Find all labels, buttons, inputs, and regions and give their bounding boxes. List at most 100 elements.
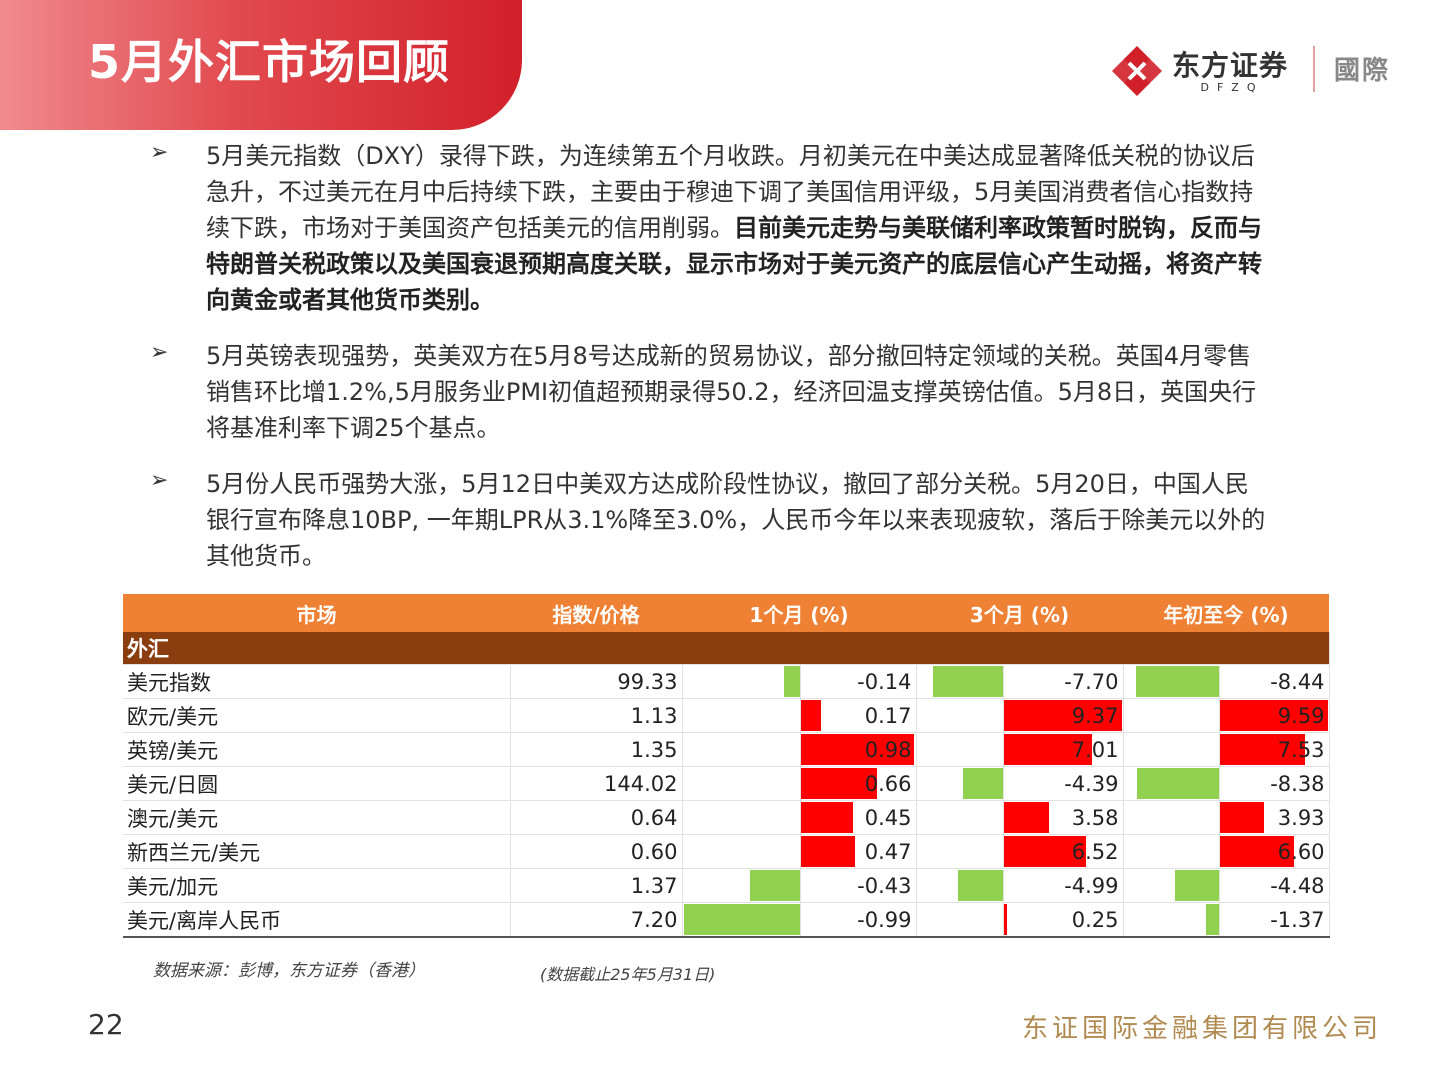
bullet-text: 5月英镑表现强势，英美双方在5月8号达成新的贸易协议，部分撤回特定领域的关税。英… [206,342,1257,442]
pct-value: 6.60 [1277,839,1325,864]
neg-bar-cell [916,834,1004,869]
col-header-market: 市场 [123,594,510,632]
pos-bar-cell: 6.52 [1003,834,1124,869]
pct-value: 0.98 [864,737,912,762]
negative-bar [1136,768,1219,799]
bullet-text: 5月美元指数（DXY）录得下跌，为连续第五个月收跌。月初美元在中美达成显著降低关… [206,142,1255,242]
positive-bar [1003,836,1086,867]
company-logo: 东方证券 DFZQ 國際 [1110,40,1400,100]
arrow-bullet-icon: ➢ [150,468,169,493]
fx-table: 市场 指数/价格 1个月 (%) 3个月 (%) 年初至今 (%) 外汇 美元指… [123,594,1330,938]
pos-bar-cell: 0.47 [800,834,917,869]
negative-bar [783,666,799,697]
table-row: 美元/加元 1.37 -0.43 -4.99 -4.48 [123,868,1330,903]
pos-bar-cell: 0.45 [800,800,917,835]
page-title: 5月外汇市场回顾 [88,35,451,89]
pos-bar-cell: 0.98 [800,732,917,767]
logo-name-en: DFZQ [1200,81,1264,94]
neg-bar-cell [682,698,801,733]
neg-bar-cell [916,698,1004,733]
pct-value: 3.93 [1277,805,1325,830]
pos-bar-cell: 6.60 [1219,834,1330,869]
negative-bar [962,768,1003,799]
table-row: 新西兰元/美元 0.60 0.47 6.52 6.60 [123,834,1330,869]
pct-value: -0.14 [857,669,912,694]
positive-bar [1003,700,1122,731]
price-value: 0.64 [510,800,683,835]
data-source: 数据来源：彭博，东方证券（香港） [153,961,425,981]
pct-value: -8.44 [1270,669,1325,694]
neg-bar-cell [682,664,801,699]
table-row: 美元/日圆 144.02 0.66 -4.39 -8.38 [123,766,1330,801]
logo-intl: 國際 [1334,56,1391,86]
pct-value: -4.39 [1064,771,1119,796]
negative-bar [1135,666,1219,697]
bullet-text: 5月份人民币强势大涨，5月12日中美双方达成阶段性协议，撤回了部分关税。5月20… [206,470,1266,570]
table-header: 市场 指数/价格 1个月 (%) 3个月 (%) 年初至今 (%) [123,594,1330,632]
pos-bar-cell: -1.37 [1219,902,1330,938]
page-number: 22 [88,1008,124,1041]
pos-bar-cell: 0.25 [1003,902,1124,938]
pct-value: 6.52 [1071,839,1119,864]
arrow-bullet-icon: ➢ [150,140,169,165]
market-name: 美元/日圆 [123,766,511,801]
pos-bar-cell: -4.48 [1219,868,1330,903]
table-row: 美元/离岸人民币 7.20 -0.99 0.25 -1.37 [123,902,1330,938]
pct-value: -1.37 [1270,907,1325,932]
neg-bar-cell [682,868,801,903]
pct-value: 7.53 [1277,737,1325,762]
market-name: 澳元/美元 [123,800,511,835]
pct-value: -8.38 [1270,771,1325,796]
neg-bar-cell [682,766,801,801]
arrow-bullet-icon: ➢ [150,340,169,365]
market-name: 美元/加元 [123,868,511,903]
positive-bar [1219,700,1328,731]
bullet-list: ➢ 5月美元指数（DXY）录得下跌，为连续第五个月收跌。月初美元在中美达成显著降… [150,138,1270,594]
pos-bar-cell: 0.17 [800,698,917,733]
negative-bar [1205,904,1219,935]
negative-bar [749,870,799,901]
neg-bar-cell [916,868,1004,903]
section-row: 外汇 [123,632,1330,665]
table-row: 英镑/美元 1.35 0.98 7.01 7.53 [123,732,1330,767]
positive-bar [1003,904,1007,935]
price-value: 144.02 [510,766,683,801]
price-value: 1.35 [510,732,683,767]
pct-value: 9.37 [1071,703,1119,728]
neg-bar-cell [682,732,801,767]
positive-bar [800,836,855,867]
pos-bar-cell: -4.39 [1003,766,1124,801]
bullet-item: ➢ 5月美元指数（DXY）录得下跌，为连续第五个月收跌。月初美元在中美达成显著降… [150,138,1270,318]
neg-bar-cell [682,800,801,835]
pos-bar-cell: -4.99 [1003,868,1124,903]
title-banner: 5月外汇市场回顾 [0,0,522,130]
neg-bar-cell [1123,868,1220,903]
market-name: 美元/离岸人民币 [123,902,511,938]
pos-bar-cell: -8.38 [1219,766,1330,801]
pct-value: 7.01 [1071,737,1119,762]
pos-bar-cell: 3.93 [1219,800,1330,835]
neg-bar-cell [1123,664,1220,699]
neg-bar-cell [682,902,801,938]
market-name: 英镑/美元 [123,732,511,767]
positive-bar [1219,734,1305,765]
pos-bar-cell: 9.37 [1003,698,1124,733]
pct-value: 0.45 [864,805,912,830]
section-label: 外汇 [123,632,1330,665]
price-value: 99.33 [510,664,683,699]
pos-bar-cell: -0.43 [800,868,917,903]
pct-value: 0.66 [864,771,912,796]
col-header-3m: 3个月 (%) [916,594,1124,632]
bullet-item: ➢ 5月英镑表现强势，英美双方在5月8号达成新的贸易协议，部分撤回特定领域的关税… [150,338,1270,446]
pos-bar-cell: -0.14 [800,664,917,699]
positive-bar [1219,802,1264,833]
pos-bar-cell: -7.70 [1003,664,1124,699]
positive-bar [1219,836,1294,867]
table-row: 美元指数 99.33 -0.14 -7.70 -8.44 [123,664,1330,699]
pct-value: 9.59 [1277,703,1325,728]
pos-bar-cell: 9.59 [1219,698,1330,733]
neg-bar-cell [1123,902,1220,938]
pct-value: -4.99 [1064,873,1119,898]
neg-bar-cell [682,834,801,869]
company-name: 东证国际金融集团有限公司 [1021,1014,1382,1044]
